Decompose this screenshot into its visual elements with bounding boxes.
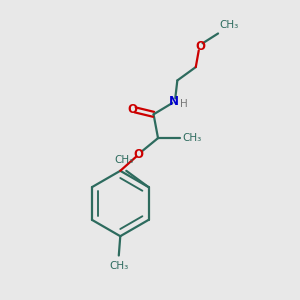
Text: O: O (195, 40, 205, 53)
Text: H: H (180, 99, 188, 109)
Text: O: O (134, 148, 144, 161)
Text: CH₃: CH₃ (114, 155, 134, 166)
Text: CH₃: CH₃ (183, 133, 202, 143)
Text: CH₃: CH₃ (109, 261, 128, 271)
Text: O: O (127, 103, 137, 116)
Text: CH₃: CH₃ (220, 20, 239, 30)
Text: N: N (169, 95, 179, 108)
